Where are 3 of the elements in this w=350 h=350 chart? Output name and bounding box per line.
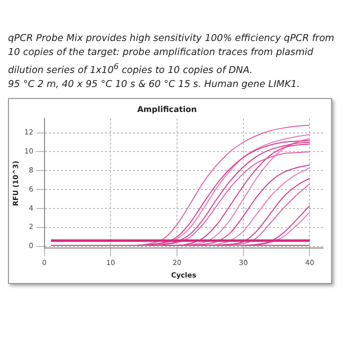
chart-title: Amplification bbox=[137, 105, 198, 114]
text: 95 °C 2 m, 40 x 95 °C 10 s & 60 °C 15 s. Human gene LIMK1. bbox=[8, 78, 301, 92]
text: qPCR Probe Mix provides high sensitivity 100% efficiency qPCR from 10 copies of the target: probe amplification traces from plasmid dilution series of 1x10$^{6}$ copies to 10 copies of DNA. bbox=[8, 32, 336, 78]
